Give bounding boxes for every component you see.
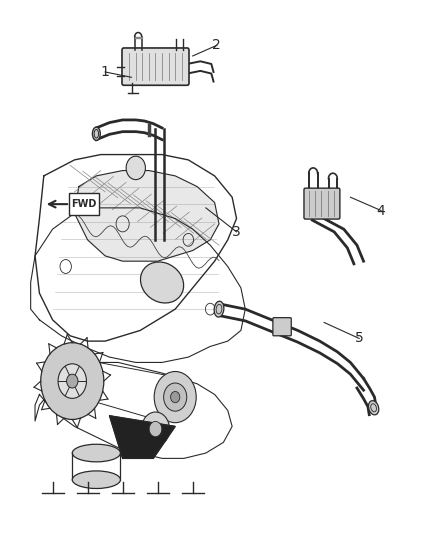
FancyArrowPatch shape	[49, 201, 67, 207]
Circle shape	[141, 412, 170, 446]
Ellipse shape	[214, 301, 224, 317]
FancyBboxPatch shape	[304, 188, 340, 219]
Ellipse shape	[72, 471, 120, 488]
FancyBboxPatch shape	[273, 318, 291, 336]
Circle shape	[164, 383, 187, 411]
FancyBboxPatch shape	[122, 48, 189, 85]
Circle shape	[126, 156, 145, 180]
Ellipse shape	[92, 127, 100, 141]
Circle shape	[58, 364, 86, 398]
Text: 5: 5	[355, 332, 364, 345]
Polygon shape	[74, 171, 219, 261]
FancyBboxPatch shape	[69, 193, 99, 215]
Ellipse shape	[368, 401, 379, 415]
Polygon shape	[110, 416, 175, 458]
Ellipse shape	[72, 445, 120, 462]
Text: FWD: FWD	[71, 199, 97, 209]
Text: 3: 3	[232, 225, 241, 239]
Circle shape	[154, 372, 196, 423]
Circle shape	[41, 343, 104, 419]
Ellipse shape	[141, 262, 184, 303]
Text: 4: 4	[377, 204, 385, 217]
Circle shape	[67, 374, 78, 388]
Polygon shape	[135, 37, 142, 38]
Text: 1: 1	[101, 65, 110, 79]
Text: 2: 2	[212, 38, 221, 52]
Circle shape	[149, 422, 162, 437]
Circle shape	[170, 391, 180, 403]
